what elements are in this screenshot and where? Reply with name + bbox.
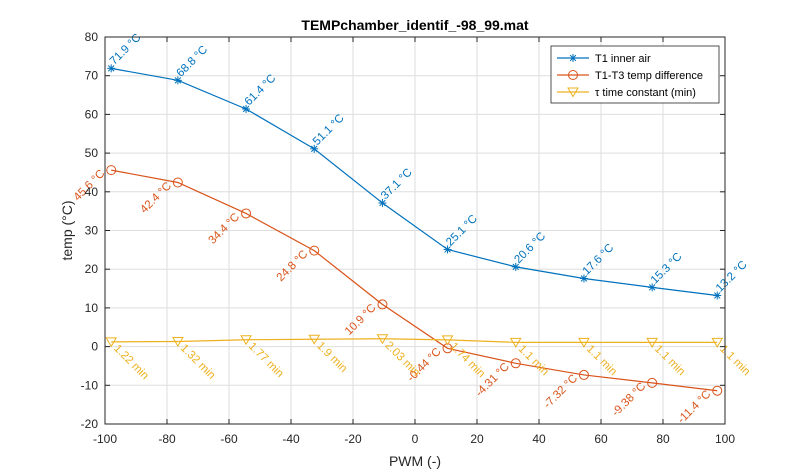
data-point — [509, 337, 522, 348]
data-point — [510, 358, 521, 369]
data-point — [241, 208, 252, 219]
data-point — [579, 274, 588, 283]
data-point — [646, 337, 659, 348]
data-point — [173, 76, 182, 85]
data-point — [105, 337, 118, 348]
y-tick-label: 30 — [85, 224, 99, 238]
legend-marker — [568, 70, 578, 80]
x-axis-label: PWM (-) — [389, 453, 441, 469]
x-tick-label: 40 — [532, 432, 546, 446]
data-point — [310, 144, 319, 153]
data-point — [106, 165, 117, 176]
data-point — [578, 369, 589, 380]
x-tick-label: 100 — [715, 432, 735, 446]
x-tick-label: -80 — [158, 432, 176, 446]
data-point — [647, 377, 658, 388]
x-tick-label: 80 — [656, 432, 670, 446]
data-point — [441, 335, 454, 346]
x-tick-label: 0 — [412, 432, 419, 446]
data-point — [377, 299, 388, 310]
data-point — [378, 199, 387, 208]
data-point — [443, 245, 452, 254]
data-point — [713, 291, 722, 300]
legend-entry: T1 inner air — [595, 53, 651, 65]
y-tick-label: -20 — [81, 417, 99, 431]
x-tick-label: -100 — [93, 432, 117, 446]
ticks: -100 -80 -60 -40 -20 0 20 40 60 80 100-20-10010203… — [81, 30, 736, 446]
data-point — [376, 334, 389, 345]
legend-marker — [567, 87, 579, 98]
data-point — [171, 336, 184, 347]
y-tick-label: 10 — [85, 301, 99, 315]
legend-entry: τ time constant (min) — [595, 87, 696, 99]
legend-marker — [569, 54, 577, 62]
data-point — [172, 177, 183, 188]
series-line — [111, 169, 718, 392]
data-point — [242, 104, 251, 113]
series-layer — [105, 64, 724, 396]
x-tick-label: -40 — [282, 432, 300, 446]
data-point — [711, 337, 724, 348]
legend-entry: T1-T3 temp difference — [595, 70, 703, 82]
y-tick-label: 50 — [85, 146, 99, 160]
series-line — [111, 338, 718, 343]
y-tick-label: 70 — [85, 69, 99, 83]
data-point — [309, 245, 320, 256]
x-tick-label: -20 — [344, 432, 362, 446]
y-tick-label: 0 — [91, 340, 98, 354]
y-tick-label: -10 — [81, 378, 99, 392]
data-point — [712, 385, 723, 396]
y-axis-label: temp (°C) — [59, 200, 75, 260]
data-point — [648, 283, 657, 292]
y-tick-label: 80 — [85, 30, 99, 44]
x-tick-label: 60 — [594, 432, 608, 446]
x-tick-label: 20 — [470, 432, 484, 446]
x-tick-label: -60 — [220, 432, 238, 446]
data-point — [308, 334, 321, 345]
y-tick-label: 40 — [85, 185, 99, 199]
data-point — [240, 335, 252, 346]
legend: T1 inner air T1-T3 temp difference τ time … — [550, 45, 720, 104]
y-tick-label: 60 — [85, 107, 99, 121]
series-line — [111, 67, 718, 297]
data-point — [107, 64, 116, 73]
data-point — [578, 337, 590, 348]
chart-title: TEMPchamber_identif_-98_99.mat — [301, 17, 529, 33]
data-point — [511, 262, 520, 271]
y-tick-label: 20 — [85, 262, 99, 276]
